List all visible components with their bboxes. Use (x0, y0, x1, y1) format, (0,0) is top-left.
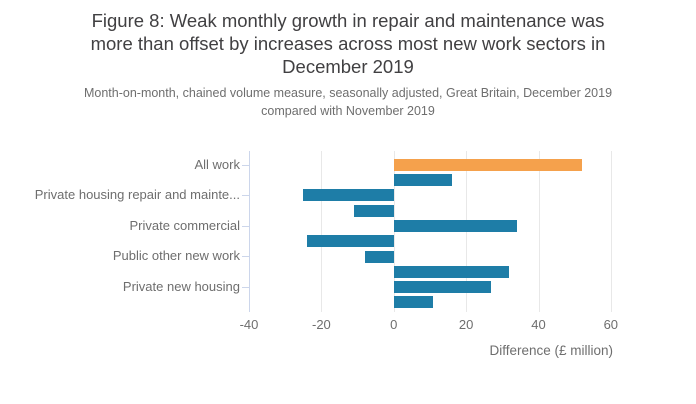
x-tick-label: 0 (390, 317, 398, 332)
bar-unlabeled-3[interactable] (353, 204, 394, 217)
y-tick-label: All work (194, 156, 240, 172)
y-tick-label: Private new housing (122, 279, 240, 294)
x-axis-title: Difference (£ million) (489, 343, 613, 358)
y-tick-label: Private commercial (129, 217, 240, 233)
bar-private-housing-repair-and-mainte[interactable] (303, 189, 394, 202)
gridline-x--20 (321, 151, 323, 312)
y-tick-label: Private housing repair and mainte... (34, 187, 240, 203)
x-tick-label: 60 (603, 317, 619, 332)
bar-private-new-housing[interactable] (393, 281, 492, 293)
y-tick-mark (242, 287, 249, 288)
figure-subtitle: Month-on-month, chained volume measure, … (83, 86, 613, 118)
bar-unlabeled-7[interactable] (393, 265, 510, 278)
bar-unlabeled-9[interactable] (393, 296, 434, 309)
y-tick-label: Public other new work (112, 248, 240, 264)
x-tick-label: -40 (239, 317, 259, 332)
y-tick-mark (242, 165, 249, 166)
bar-public-other-new-work[interactable] (364, 250, 394, 263)
bar-private-commercial[interactable] (393, 219, 517, 232)
x-tick-label: 40 (531, 317, 546, 332)
y-tick-mark (242, 226, 249, 227)
x-tick-label: 20 (458, 317, 474, 332)
gridline-x-60 (610, 151, 612, 312)
figure-title: Figure 8: Weak monthly growth in repair … (90, 10, 606, 77)
y-tick-mark (242, 195, 249, 196)
bar-all-work[interactable] (393, 158, 582, 171)
x-tick-label: -20 (311, 317, 331, 332)
bar-unlabeled-5[interactable] (306, 235, 394, 248)
gridline-x-40 (538, 151, 540, 312)
category-axis-line (249, 151, 250, 312)
y-tick-mark (242, 256, 249, 257)
bar-unlabeled-1[interactable] (393, 174, 452, 186)
